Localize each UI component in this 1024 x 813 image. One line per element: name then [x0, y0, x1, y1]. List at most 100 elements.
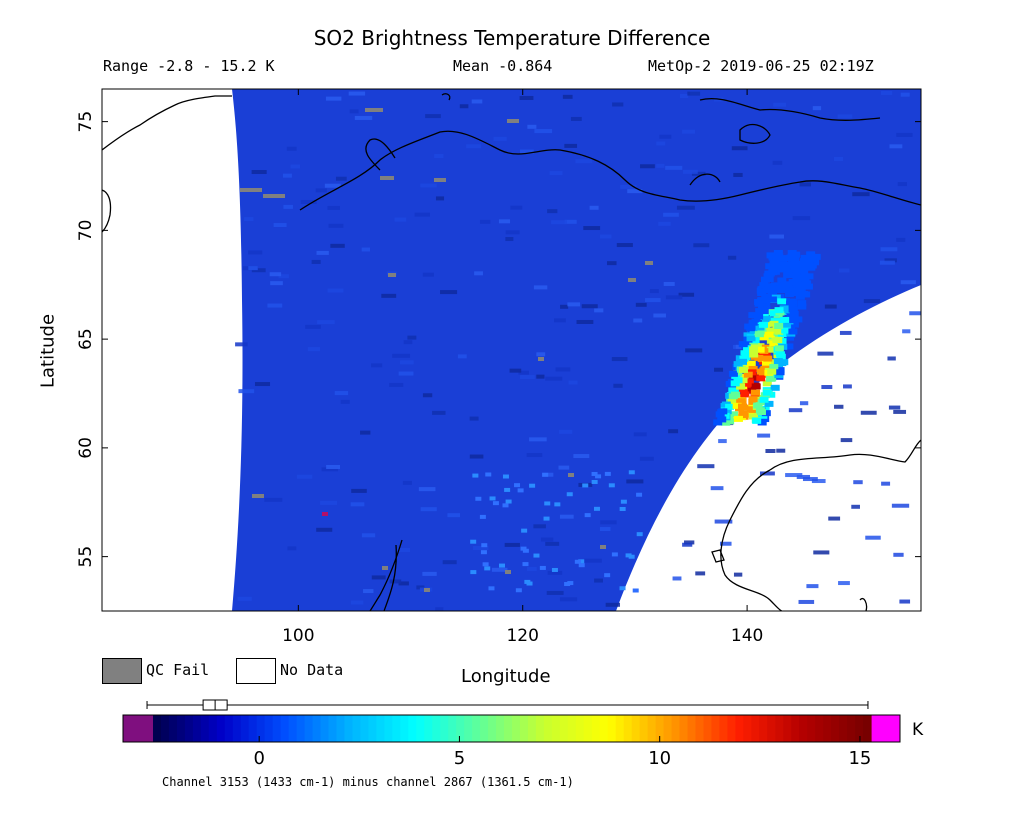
colorbar-segment [376, 715, 385, 742]
plume-pixel [754, 331, 764, 338]
swath-pixel [394, 217, 407, 222]
swath-pixel [459, 104, 469, 109]
plume-pixel [779, 305, 789, 312]
plume-pixel [739, 355, 749, 362]
swath-pixel [656, 163, 665, 168]
swath-pixel [727, 255, 737, 260]
swath-pixel [888, 405, 901, 410]
swath-pixel [769, 234, 785, 239]
plume-pixel [730, 380, 740, 387]
swath-pixel [567, 302, 581, 307]
plume-pixel [786, 300, 796, 307]
plume-pixel [800, 254, 810, 261]
swath-pixel [731, 146, 748, 151]
swath-pixel [834, 404, 844, 409]
swath-pixel [515, 588, 522, 593]
plume-pixel [801, 291, 811, 298]
colorbar-segment [416, 715, 425, 742]
swath-pixel [514, 483, 521, 488]
swath-pixel [881, 481, 891, 486]
swath-pixel [865, 535, 881, 540]
swath-pixel [773, 102, 787, 107]
anomaly-cell [322, 512, 328, 516]
plume-pixel [732, 402, 742, 409]
plume-pixel [758, 371, 768, 378]
plume-pixel [795, 288, 805, 295]
plume-pixel [733, 415, 743, 422]
swath-pixel [860, 410, 877, 415]
colorbar-segment [480, 715, 489, 742]
swath-pixel [811, 479, 826, 484]
plume-pixel [746, 406, 756, 413]
swath-pixel [420, 183, 437, 188]
colorbar-tick-label: 15 [848, 748, 872, 769]
plume-pixel [748, 396, 758, 403]
swath-pixel [568, 380, 578, 385]
qc-fail-cell [434, 178, 446, 182]
swath-pixel [839, 330, 852, 335]
y-tick-label: 65 [76, 328, 96, 350]
swath-pixel [398, 371, 414, 376]
plume-pixel [750, 324, 760, 331]
colorbar-segment [400, 715, 409, 742]
swath-pixel [578, 559, 585, 564]
swath-pixel [604, 573, 611, 578]
colorbar-segment [655, 715, 665, 742]
colorbar-segment [153, 715, 162, 742]
swath-pixel [521, 528, 528, 533]
swath-pixel [381, 293, 397, 298]
colorbar-segment [671, 715, 681, 742]
swath-pixel [321, 467, 339, 472]
plume-pixel [774, 265, 784, 272]
swath-pixel [251, 170, 267, 175]
swath-pixel [504, 542, 520, 547]
swath-pixel [334, 391, 349, 396]
swath-pixel [900, 280, 916, 285]
plume-pixel [753, 402, 763, 409]
colorbar-segment [464, 715, 473, 742]
colorbar-tick-label: 5 [453, 748, 466, 769]
plume-pixel [774, 345, 784, 352]
swath-pixel [517, 488, 524, 493]
plume-pixel [713, 419, 723, 426]
range-readout: Range -2.8 - 15.2 K [103, 57, 275, 75]
no-data-label: No Data [280, 661, 344, 679]
swath-pixel [554, 318, 566, 323]
swath-pixel [683, 169, 698, 174]
plume-pixel [792, 266, 802, 273]
plume-pixel [766, 346, 776, 353]
plume-pixel [795, 293, 805, 300]
plume-pixel [767, 368, 777, 375]
stats-boxplot [146, 699, 869, 711]
colorbar-segment [519, 715, 529, 742]
plot-frame [101, 88, 922, 612]
colorbar-over [871, 715, 900, 742]
swath-pixel [488, 586, 495, 591]
swath-pixel [851, 504, 860, 509]
swath-pixel [529, 483, 536, 488]
swath-pixel [653, 313, 666, 318]
swath-pixel [425, 114, 441, 119]
swath-pixel [533, 285, 548, 290]
colorbar-segment [607, 715, 617, 742]
swath-pixel [300, 199, 317, 204]
swath-pixel [863, 299, 881, 304]
swath-pixel [833, 156, 844, 161]
colorbar-segment [759, 715, 768, 742]
swath-pixel [317, 320, 335, 325]
swath-pixel [278, 274, 289, 279]
swath-pixel [604, 471, 611, 476]
colorbar-tick-label: 10 [648, 748, 672, 769]
swath-pixel [575, 159, 593, 164]
plume-pixel [721, 419, 731, 426]
plume-pixel [739, 366, 749, 373]
colorbar-segment [831, 715, 840, 742]
colorbar-segment [160, 715, 170, 742]
qc-fail-cell [505, 570, 511, 574]
swath-pixel [235, 342, 248, 347]
swath-pixel [619, 506, 626, 511]
plume-pixel [781, 327, 791, 334]
swath-pixel [349, 109, 359, 114]
swath-pixel [824, 304, 837, 309]
swath-pixel [785, 473, 803, 478]
